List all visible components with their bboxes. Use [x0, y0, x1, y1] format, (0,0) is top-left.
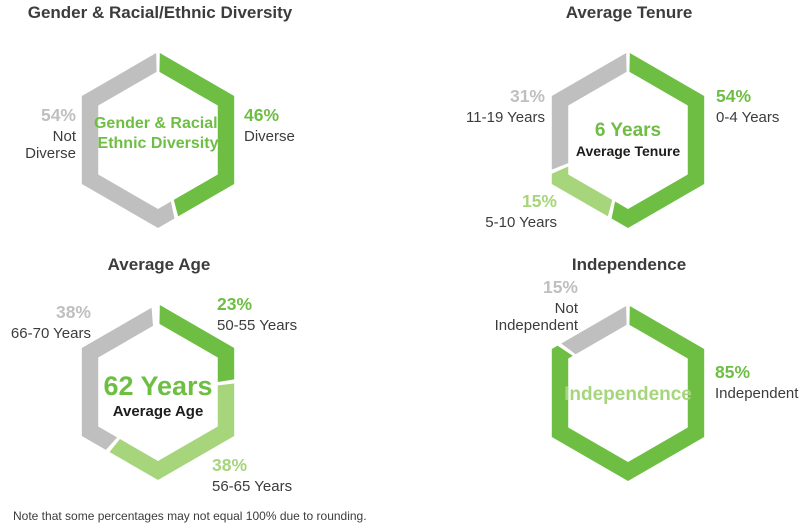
chart-title-independence: Independence — [571, 255, 687, 274]
segment-label-diverse: 46% Diverse — [244, 105, 295, 145]
segment-percent: 15% — [542, 277, 578, 297]
segment-label-not-independent: 15% Not Independent — [495, 277, 578, 334]
center-label-line: 62 Years — [103, 371, 213, 401]
hex-segment-diverse — [159, 53, 235, 217]
segment-name: 66-70 Years — [10, 325, 91, 342]
hex-segment-not-diverse — [81, 53, 175, 229]
hexagon-ring-average-age — [81, 305, 235, 480]
segment-label-not-diverse: 54% Not Diverse — [0, 105, 76, 162]
segment-percent: 46% — [244, 105, 280, 125]
segment-name: Independent — [715, 385, 799, 402]
segment-name: 0-4 Years — [716, 109, 780, 126]
segment-name: 11-19 Years — [466, 109, 545, 126]
segment-name: Diverse — [244, 128, 295, 145]
segment-name: Not Diverse — [25, 128, 76, 162]
center-label-gender-racial-ethnic-diversity: Gender & Racial/Ethnic Diversity — [48, 114, 268, 154]
segment-name: 5-10 Years — [485, 214, 557, 231]
segment-label-independent: 85% Independent — [715, 362, 798, 402]
chart-title-average-tenure: Average Tenure — [565, 3, 693, 22]
hexagon-ring-independence — [551, 306, 705, 481]
chart-title-average-age: Average Age — [107, 255, 211, 274]
hex-segment-not-independent — [561, 306, 627, 355]
hex-segment-56-65-years — [109, 383, 235, 480]
center-label-line: Independence — [564, 384, 692, 405]
hexagon-ring-gender-racial-ethnic-diversity — [81, 53, 235, 229]
segment-name: Not Independent — [494, 300, 578, 334]
rounding-footnote: Note that some percentages may not equal… — [13, 509, 367, 523]
center-label-line: Average Age — [112, 403, 204, 420]
center-label-independence: Independence — [518, 383, 738, 406]
segment-percent: 54% — [40, 105, 76, 125]
segment-percent: 38% — [212, 455, 248, 475]
segment-percent: 15% — [521, 191, 557, 211]
hex-segment-50-55-years — [159, 305, 235, 383]
segment-name: 50-55 Years — [217, 317, 298, 334]
hex-segment-11-19-years — [551, 53, 627, 170]
segment-percent: 38% — [55, 302, 91, 322]
segment-label-66-70-years: 38% 66-70 Years — [11, 302, 91, 342]
center-label-line: 6 Years — [594, 120, 662, 141]
segment-percent: 85% — [715, 362, 751, 382]
segment-percent: 54% — [716, 86, 752, 106]
hexagon-ring-average-tenure — [551, 53, 705, 229]
segment-label-50-55-years: 23% 50-55 Years — [217, 294, 297, 334]
segment-percent: 23% — [217, 294, 253, 314]
segment-label-0-4-years: 54% 0-4 Years — [716, 86, 779, 126]
segment-name: 56-65 Years — [212, 478, 293, 495]
chart-title-gender-racial-ethnic-diversity: Gender & Racial/Ethnic Diversity — [27, 3, 293, 22]
center-label-line: Ethnic Diversity — [97, 135, 219, 152]
hex-segment-0-4-years — [611, 53, 705, 229]
center-label-average-tenure: 6 Years Average Tenure — [518, 119, 738, 160]
center-label-line: Gender & Racial/ — [93, 115, 223, 132]
segment-label-5-10-years: 15% 5-10 Years — [485, 191, 557, 231]
segment-label-11-19-years: 31% 11-19 Years — [466, 86, 545, 126]
center-label-line: Average Tenure — [575, 143, 681, 159]
segment-percent: 31% — [509, 86, 545, 106]
hex-segment-66-70-years — [81, 307, 153, 450]
center-label-average-age: 62 Years Average Age — [48, 371, 268, 421]
hex-segment-5-10-years — [551, 166, 613, 217]
segment-label-56-65-years: 38% 56-65 Years — [212, 455, 292, 495]
